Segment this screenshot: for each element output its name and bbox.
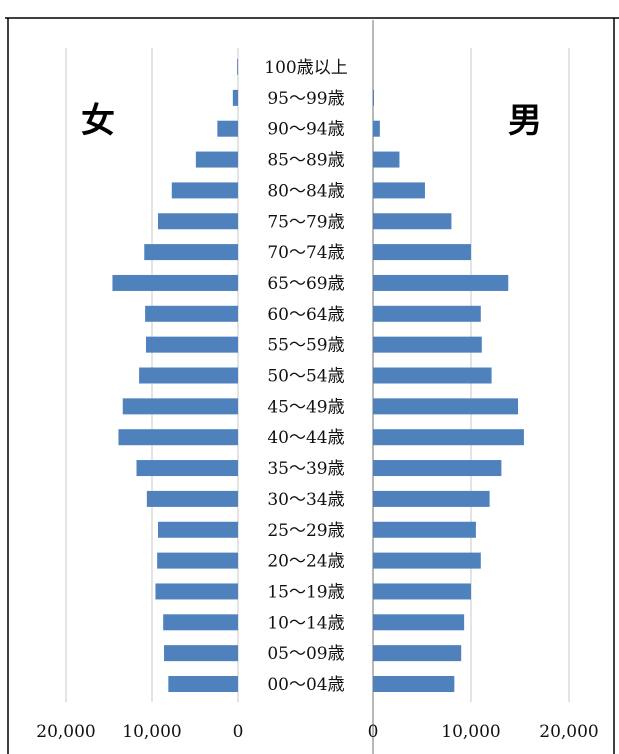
female-bar (146, 490, 238, 507)
female-label: 女 (81, 101, 115, 141)
age-category-label: 75～79歳 (267, 212, 344, 232)
age-category-label: 80～84歳 (267, 181, 344, 201)
female-bar (158, 521, 238, 538)
female-bar (118, 429, 238, 446)
right-tick-label: 20,000 (539, 722, 598, 742)
age-category-label: 30～34歳 (267, 490, 344, 510)
male-bar (373, 305, 481, 322)
age-category-label: 55～59歳 (267, 336, 344, 356)
age-category-label: 40～44歳 (267, 428, 344, 448)
male-bar (373, 151, 400, 168)
left-tick-label: 0 (233, 722, 244, 742)
male-bar (373, 89, 374, 106)
right-tick-label: 0 (368, 722, 379, 742)
female-bar (122, 398, 238, 415)
age-category-label: 85～89歳 (267, 151, 344, 171)
female-bar (144, 244, 238, 261)
female-bar (145, 305, 238, 322)
male-bar (373, 614, 465, 631)
male-bar (373, 367, 492, 384)
male-label: 男 (508, 101, 542, 141)
age-category-label: 50～54歳 (267, 367, 344, 387)
left-tick-label: 20,000 (36, 722, 95, 742)
age-category-label: 45～49歳 (267, 397, 344, 417)
female-bar (158, 213, 238, 230)
male-bar (373, 274, 509, 291)
left-bars-female (112, 59, 238, 692)
age-category-label: 65～69歳 (267, 274, 344, 294)
female-bar (139, 367, 238, 384)
male-bar (373, 552, 481, 569)
age-category-label: 60～64歳 (267, 305, 344, 325)
male-bar (373, 120, 380, 137)
male-bar (373, 429, 524, 446)
female-bar (232, 89, 238, 106)
left-tick-label: 10,000 (122, 722, 181, 742)
male-bar (373, 460, 502, 477)
male-bar (373, 244, 471, 261)
age-category-label: 25～29歳 (267, 521, 344, 541)
female-bar (195, 151, 238, 168)
female-bar (163, 614, 238, 631)
male-bar (373, 521, 476, 538)
age-labels: 100歳以上 95～99歳 90～94歳 85～89歳 80～84歳 75～79歳 70～7… (264, 58, 347, 695)
age-category-label: 95～99歳 (267, 89, 344, 109)
female-bar (112, 274, 238, 291)
female-bar (136, 460, 238, 477)
axis-tick-labels: 20,000 10,000 0 0 10,000 20,000 (36, 722, 598, 742)
age-category-label: 100歳以上 (264, 58, 347, 78)
female-bar (171, 182, 238, 199)
female-bar (155, 583, 238, 600)
right-bars-male (373, 89, 524, 692)
male-bar (373, 398, 519, 415)
age-category-label: 00～04歳 (267, 675, 344, 695)
female-bar (237, 59, 238, 75)
age-category-label: 15～19歳 (267, 582, 344, 602)
age-category-label: 10～14歳 (267, 613, 344, 633)
female-bar (164, 645, 238, 662)
female-bar (168, 676, 238, 692)
age-category-label: 70～74歳 (267, 243, 344, 263)
female-bar (145, 336, 238, 353)
age-category-label: 90～94歳 (267, 120, 344, 140)
male-bar (373, 645, 462, 662)
male-bar (373, 213, 452, 230)
male-bar (373, 182, 425, 199)
female-bar (157, 552, 238, 569)
female-bar (217, 120, 238, 137)
male-bar (373, 336, 482, 353)
age-category-label: 20～24歳 (267, 552, 344, 572)
male-bar (373, 583, 471, 600)
age-category-label: 05～09歳 (267, 644, 344, 664)
male-bar (373, 676, 455, 692)
age-category-label: 35～39歳 (267, 459, 344, 479)
right-tick-label: 10,000 (441, 722, 500, 742)
male-bar (373, 490, 490, 507)
